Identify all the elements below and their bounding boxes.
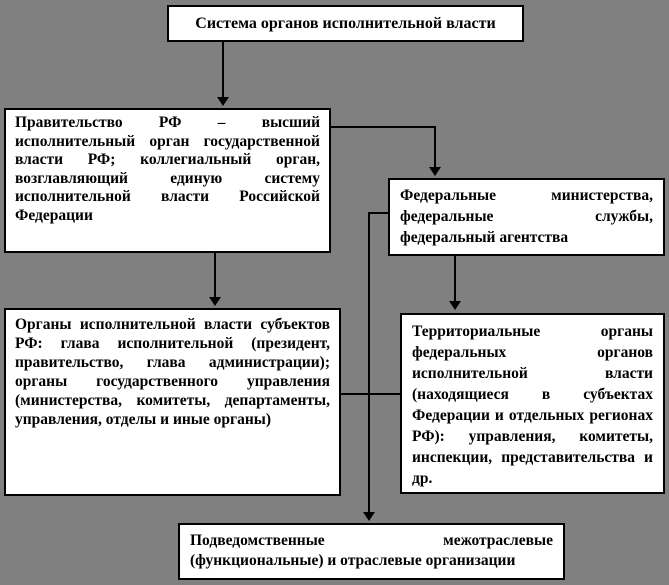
connector-government-to-federal [331,126,441,176]
box-federal-ministries: Федеральные министерства, федеральные сл… [388,178,665,256]
box-government-rf: Правительство РФ – высший исполнительный… [4,108,331,253]
connector-government-to-regional [209,253,221,306]
connector-federal-to-territorial [449,256,461,310]
box-regional-executive-bodies: Органы исполнительной власти субъектов Р… [4,308,341,496]
box-system-title: Система органов исполнительной власти [167,5,524,42]
box-territorial-bodies: Территориальные органы федеральных орган… [400,313,665,494]
box-system-title-text: Система органов исполнительной власти [195,14,496,32]
box-subordinate-organizations: Подведомственные межотраслевые (функцион… [178,523,565,580]
connector-title-to-government [217,42,229,106]
connector-federal-to-subordinate [363,212,388,521]
